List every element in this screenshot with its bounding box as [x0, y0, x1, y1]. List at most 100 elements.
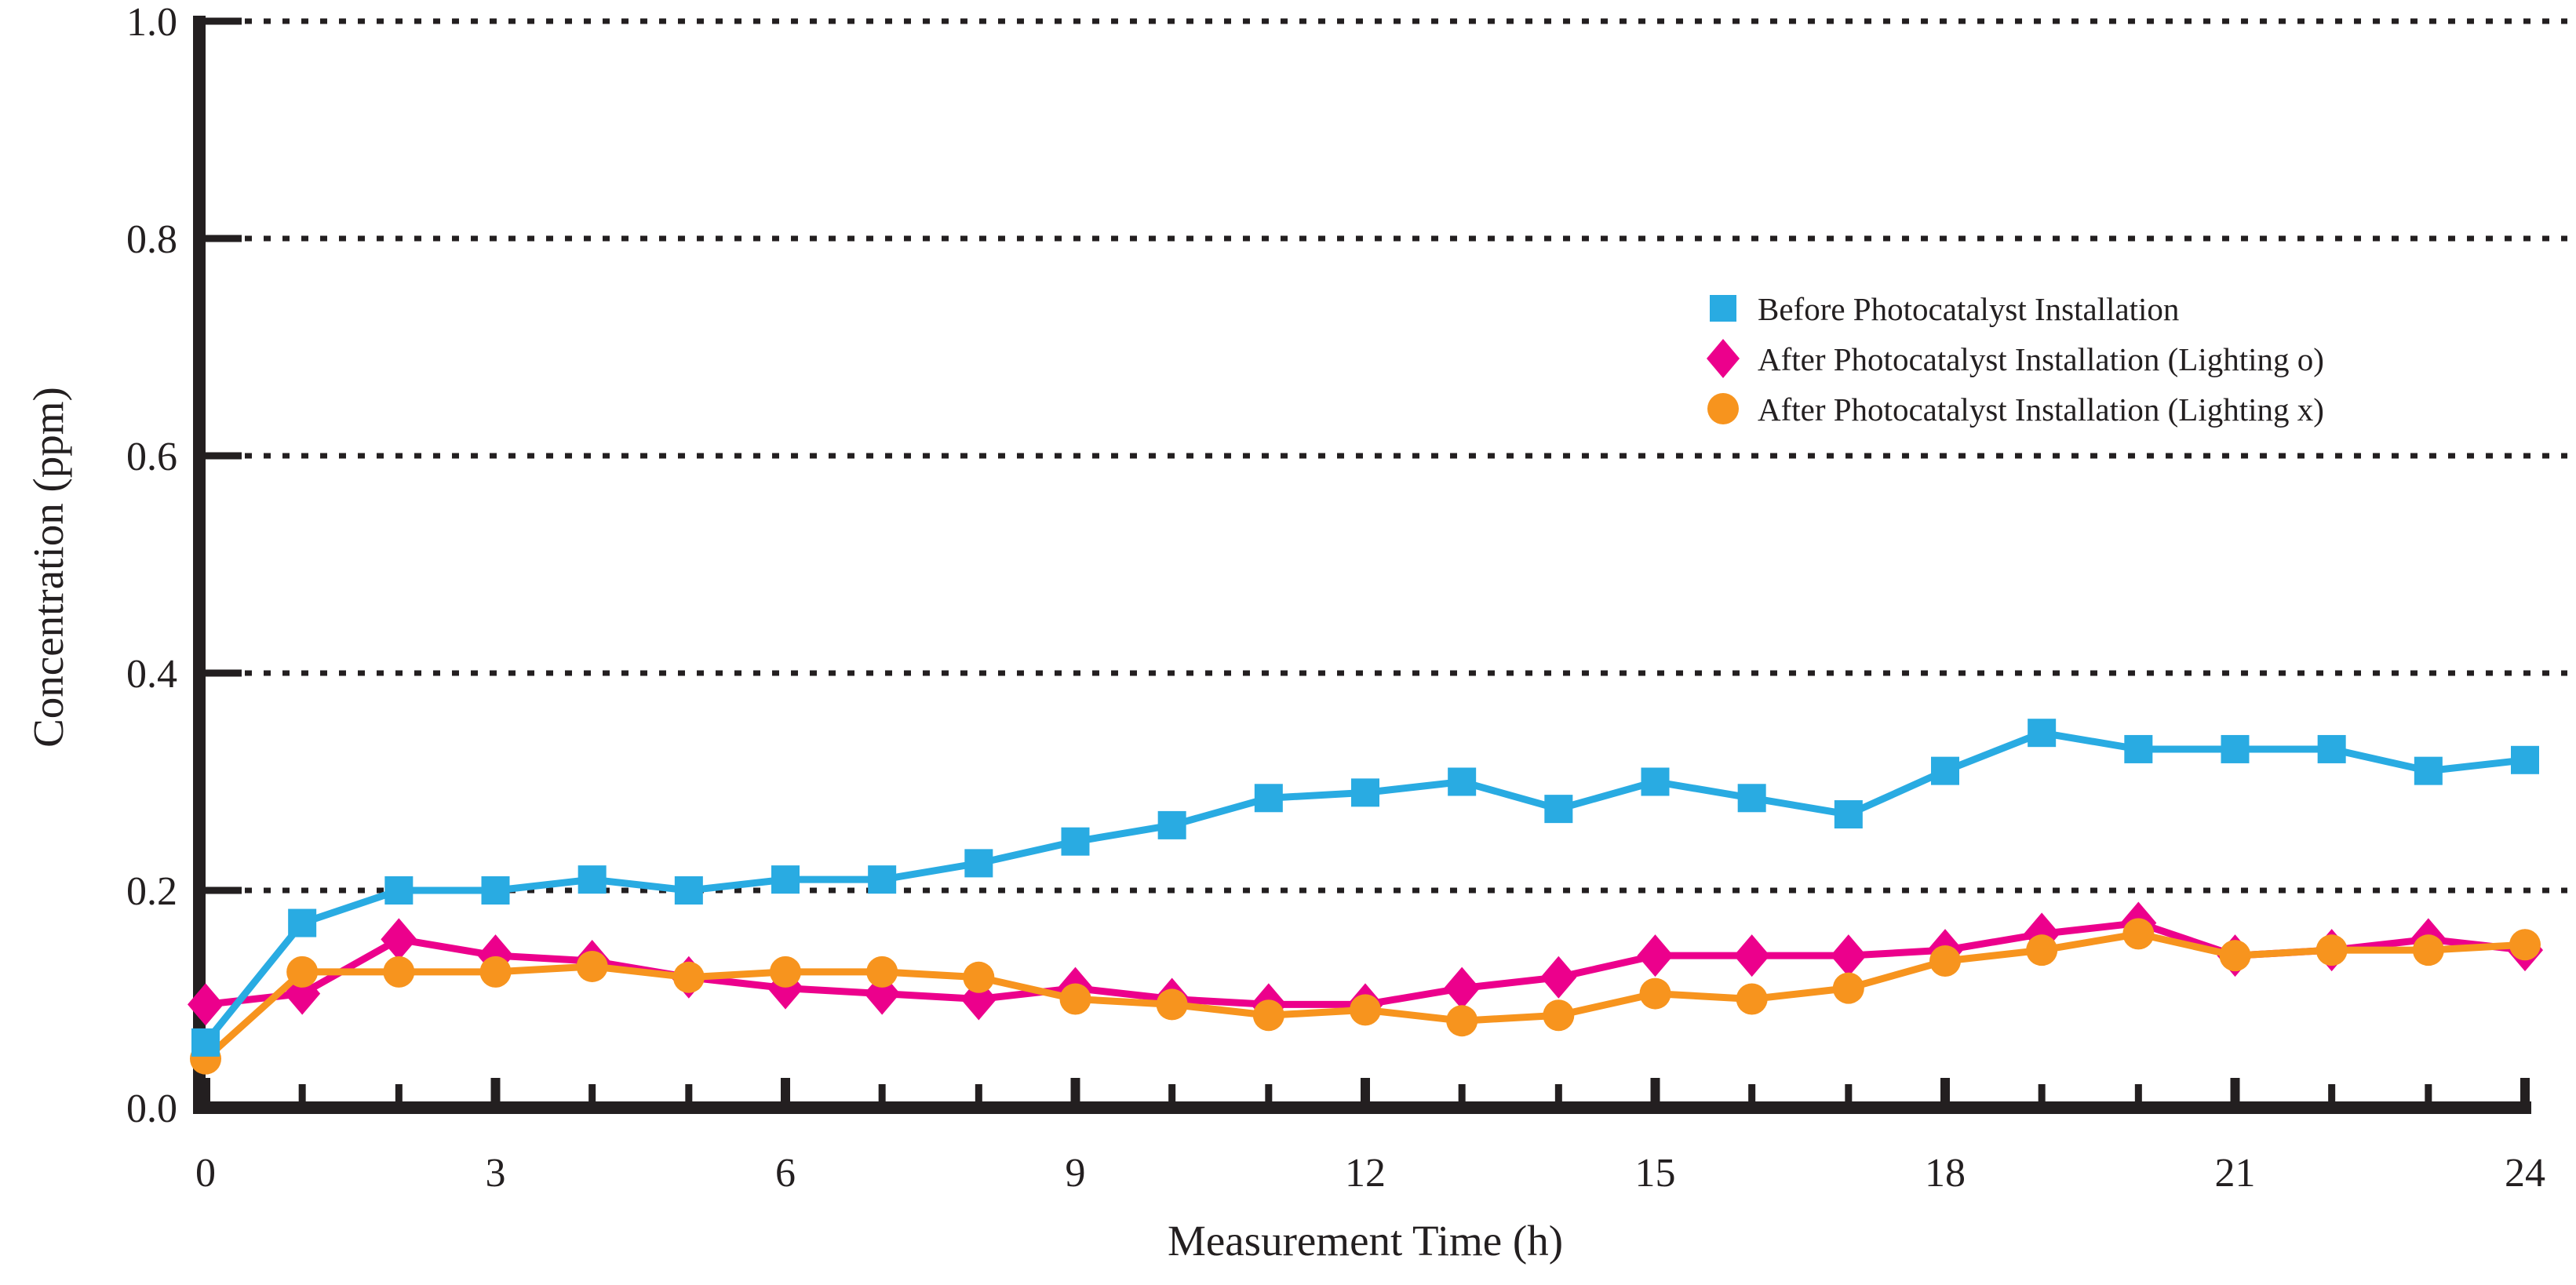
data-point-circle-t19	[2026, 934, 2058, 966]
data-point-square-t23	[2414, 756, 2443, 785]
x-minor-tick-1	[298, 1084, 306, 1101]
x-minor-tick-20	[2134, 1084, 2142, 1101]
x-minor-tick-2	[395, 1084, 403, 1101]
x-minor-tick-23	[2425, 1084, 2432, 1101]
data-point-circle-t3	[479, 956, 512, 988]
data-point-square-t13	[1448, 767, 1477, 796]
x-axis-line	[193, 1101, 2531, 1114]
gridlines	[245, 18, 2567, 894]
x-major-tick-24	[2520, 1078, 2530, 1101]
data-point-diamond-t17	[1830, 934, 1867, 977]
x-minor-tick-5	[685, 1084, 693, 1101]
data-point-square-t20	[2124, 734, 2153, 763]
x-major-tick-15	[1650, 1078, 1660, 1101]
data-point-square-t18	[1931, 756, 1959, 785]
y-axis-title: Concentration (ppm)	[24, 387, 72, 748]
x-tick-label-3: 3	[486, 1151, 506, 1196]
legend-item-2: After Photocatalyst Installation (Lighti…	[1707, 391, 2324, 428]
x-tick-label-6: 6	[775, 1151, 796, 1196]
legend-label-2: After Photocatalyst Installation (Lighti…	[1758, 391, 2324, 428]
data-point-circle-t4	[576, 950, 608, 982]
x-minor-tick-19	[2038, 1084, 2046, 1101]
data-point-square-t10	[1157, 810, 1186, 839]
x-tick-label-18: 18	[1925, 1151, 1966, 1196]
x-major-tick-12	[1361, 1078, 1370, 1101]
legend-marker-diamond	[1707, 339, 1740, 378]
data-point-circle-t7	[866, 956, 898, 988]
legend-marker-square	[1710, 295, 1736, 322]
x-minor-tick-22	[2328, 1084, 2336, 1101]
x-major-tick-6	[781, 1078, 790, 1101]
legend-marker-circle	[1707, 393, 1739, 424]
data-point-diamond-t2	[381, 918, 417, 961]
data-point-circle-t16	[1736, 983, 1768, 1015]
legend-label-0: Before Photocatalyst Installation	[1758, 291, 2179, 327]
x-tick-label-9: 9	[1066, 1151, 1086, 1196]
data-point-square-t19	[2028, 719, 2057, 748]
y-tick-0.2	[206, 886, 242, 894]
x-minor-tick-17	[1845, 1084, 1853, 1101]
x-major-tick-9	[1070, 1078, 1080, 1101]
x-major-tick-21	[2230, 1078, 2240, 1101]
x-major-tick-3	[490, 1078, 501, 1101]
x-minor-tick-14	[1554, 1084, 1562, 1101]
data-point-circle-t1	[286, 956, 319, 988]
data-point-circle-t2	[383, 956, 415, 988]
data-point-circle-t17	[1832, 972, 1864, 1004]
data-point-circle-t15	[1639, 977, 1671, 1010]
data-series-layer	[188, 719, 2543, 1075]
legend-item-1: After Photocatalyst Installation (Lighti…	[1707, 339, 2324, 378]
y-tick-label-0.8: 0.8	[126, 217, 177, 262]
data-point-circle-t8	[963, 961, 995, 993]
data-point-square-t0	[191, 1028, 220, 1057]
data-point-square-t4	[578, 865, 607, 894]
data-point-circle-t21	[2219, 940, 2251, 972]
data-point-square-t7	[868, 865, 897, 894]
y-tick-label-0.4: 0.4	[126, 652, 177, 697]
data-point-square-t9	[1061, 827, 1090, 856]
data-point-square-t14	[1544, 795, 1573, 824]
y-axis-ticks	[206, 17, 242, 894]
x-tick-label-15: 15	[1635, 1151, 1676, 1196]
data-point-diamond-t14	[1540, 956, 1577, 999]
series-square	[191, 719, 2539, 1057]
legend-label-1: After Photocatalyst Installation (Lighti…	[1758, 341, 2324, 377]
data-point-circle-t12	[1350, 994, 1381, 1026]
data-point-square-t24	[2511, 745, 2539, 774]
x-tick-label-0: 0	[195, 1151, 216, 1196]
x-minor-tick-7	[878, 1084, 886, 1101]
data-point-circle-t13	[1446, 1005, 1478, 1037]
legend: Before Photocatalyst Installation After P…	[1707, 291, 2324, 428]
x-axis-ticks	[201, 1078, 2530, 1101]
x-major-tick-0	[201, 1078, 210, 1101]
legend-item-0: Before Photocatalyst Installation	[1710, 291, 2179, 327]
y-tick-label-1.0: 1.0	[126, 0, 177, 45]
data-point-square-t3	[481, 876, 510, 905]
series-circle	[190, 918, 2541, 1075]
data-point-square-t2	[384, 876, 414, 905]
data-point-circle-t11	[1252, 999, 1284, 1032]
data-point-circle-t24	[2509, 929, 2541, 961]
x-tick-label-21: 21	[2215, 1151, 2256, 1196]
data-point-square-t6	[771, 865, 800, 894]
y-tick-0.6	[206, 452, 242, 460]
data-point-circle-t22	[2315, 934, 2348, 966]
data-point-square-t16	[1737, 784, 1766, 813]
y-axis-tick-labels: 0.0 0.2 0.4 0.6 0.8 1.0	[126, 0, 177, 1131]
x-axis-tick-labels: 0 3 6 9 12 15 18 21 24	[195, 1151, 2545, 1196]
x-minor-tick-4	[588, 1084, 596, 1101]
data-point-circle-t23	[2412, 934, 2444, 966]
data-point-circle-t10	[1156, 988, 1188, 1021]
x-major-tick-18	[1940, 1078, 1950, 1101]
data-point-circle-t18	[1929, 945, 1961, 977]
data-point-diamond-t16	[1733, 934, 1770, 977]
data-point-square-t17	[1834, 800, 1863, 829]
data-point-square-t5	[674, 876, 703, 905]
data-point-square-t12	[1351, 778, 1379, 807]
data-point-circle-t20	[2122, 918, 2155, 950]
data-point-square-t11	[1254, 784, 1283, 813]
x-tick-label-12: 12	[1345, 1151, 1386, 1196]
data-point-square-t15	[1641, 767, 1670, 796]
